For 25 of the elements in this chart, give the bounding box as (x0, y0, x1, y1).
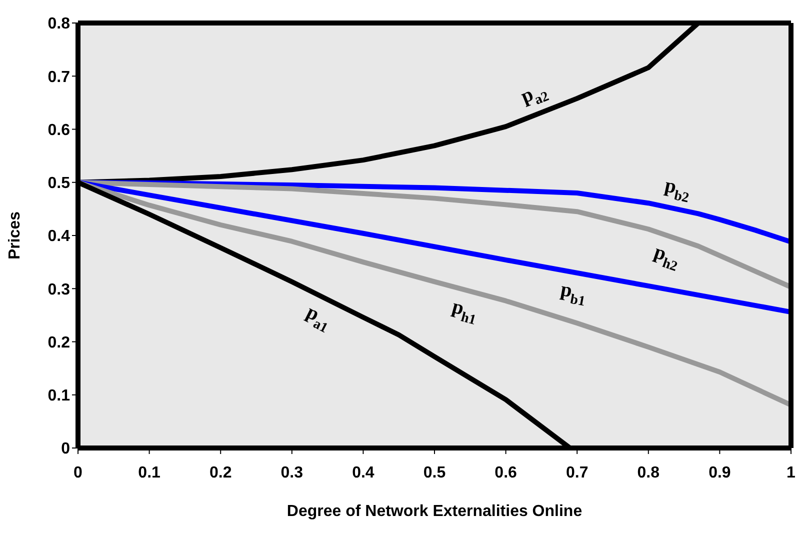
x-tick-label: 0.6 (494, 464, 518, 482)
x-axis-title: Degree of Network Externalities Online (286, 503, 582, 520)
y-tick-label: 0.2 (48, 334, 70, 352)
x-tick-label: 0.5 (423, 464, 446, 482)
text: p$_{a2}$ (518, 82, 552, 108)
y-tick-label: 0 (61, 440, 70, 458)
x-tick-label: 0.9 (708, 464, 731, 482)
y-axis-title: Prices (6, 211, 24, 260)
x-tick-label: 0 (74, 464, 83, 482)
text: p$_{b2}$ (662, 174, 690, 206)
x-tick-label: 0.2 (209, 464, 232, 482)
x-tick-label: 0.7 (566, 464, 588, 482)
x-tick-label: 0.4 (352, 464, 374, 482)
y-tick-label: 0.8 (48, 16, 70, 33)
y-tick-label: 0.1 (48, 388, 70, 405)
y-tick-label: 0.6 (48, 122, 70, 139)
text: p$_{b1}$ (559, 278, 586, 310)
x-tick-label: 0.1 (138, 464, 161, 482)
y-tick-label: 0.5 (48, 175, 70, 192)
y-tick-label: 0.3 (48, 281, 70, 298)
y-tick-label: 0.7 (48, 68, 70, 86)
x-tick-label: 0.8 (637, 464, 660, 482)
x-tick-label: 1 (786, 464, 796, 482)
x-tick-label: 0.3 (280, 464, 304, 482)
y-tick-label: 0.4 (48, 228, 70, 246)
